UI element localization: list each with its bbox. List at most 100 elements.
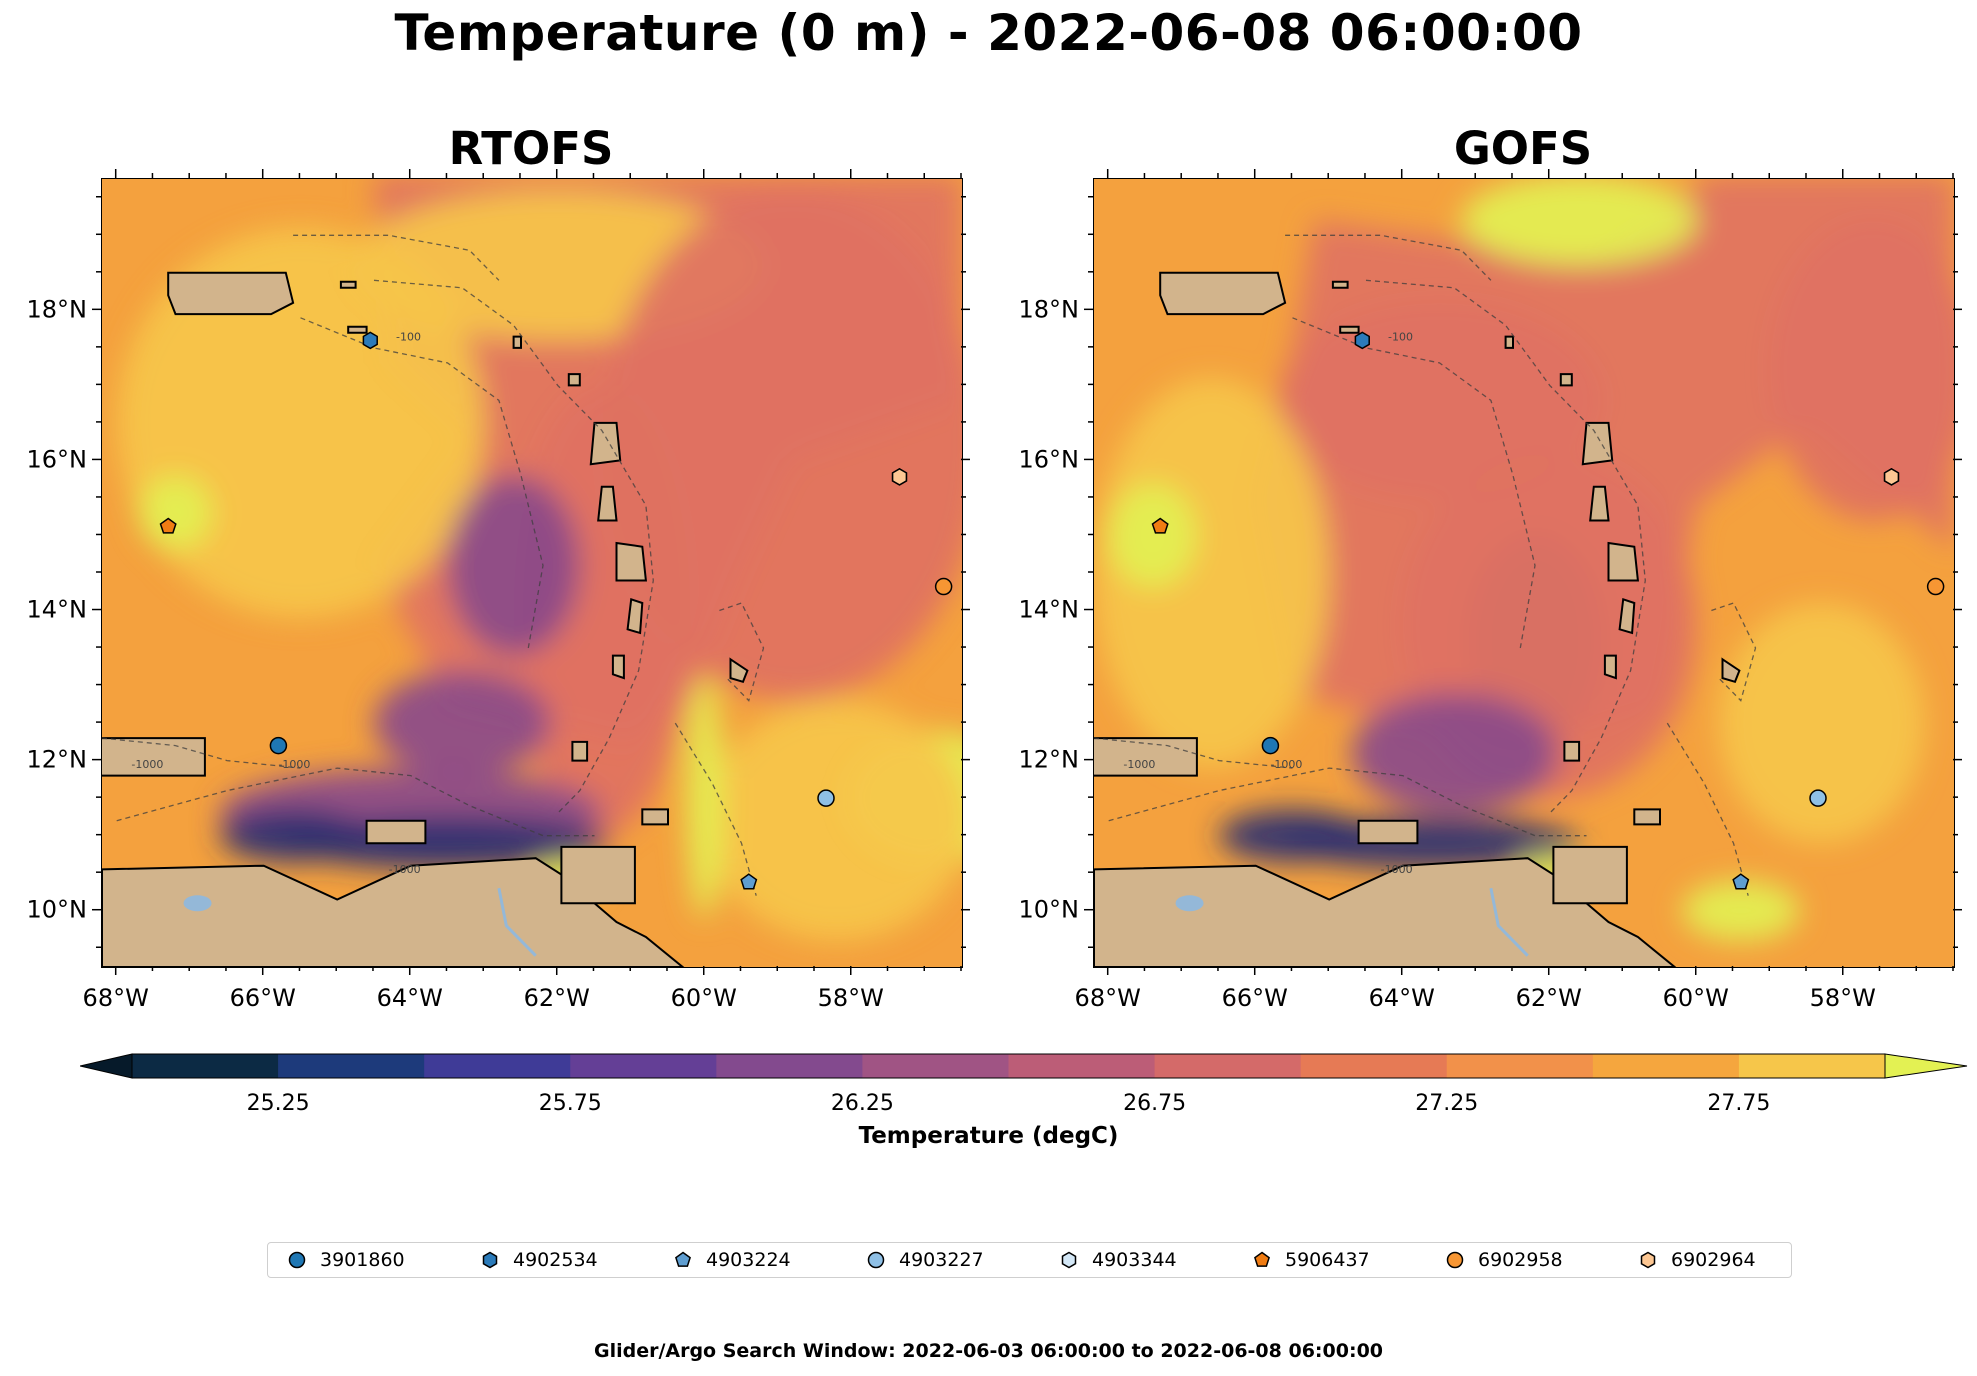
argo-float-markers <box>1151 331 1945 890</box>
field-blob-very_hot <box>686 678 724 919</box>
land <box>1331 280 1349 289</box>
hexagon-marker-icon <box>1061 1251 1077 1269</box>
depth-contour <box>116 767 595 837</box>
legend-entry-6902958: 6902958 <box>1444 1243 1563 1277</box>
colorbar-tick-label: 27.25 <box>1415 1091 1479 1116</box>
y-tick-label-rtofs: 10°N <box>27 896 88 924</box>
colorbar-segment <box>424 1054 571 1078</box>
temperature-map-gofs: -1000 -1000 -1000 -100 <box>1094 179 1954 967</box>
x-tick-label-rtofs: 62°W <box>524 984 590 1012</box>
x-tick-label-gofs: 60°W <box>1663 984 1729 1012</box>
land <box>167 271 295 316</box>
hexagon-marker-icon <box>482 1251 498 1269</box>
float-marker-4903227 <box>1809 789 1827 807</box>
land <box>729 657 749 684</box>
land <box>1607 541 1640 582</box>
colorbar-tick-label: 27.75 <box>1707 1091 1771 1116</box>
land <box>560 845 636 905</box>
depth-contour <box>1292 317 1536 649</box>
float-marker-3901860 <box>269 736 288 755</box>
field-blob-hot <box>1094 377 1330 769</box>
x-tick-label-rtofs: 64°W <box>377 984 443 1012</box>
depth-contour <box>674 722 757 896</box>
field-blob-hot <box>704 700 962 941</box>
float-legend: 3901860 4902534 4903224 4903227 4903344 59064… <box>267 1242 1792 1278</box>
depth-contour <box>293 234 500 281</box>
y-tick-label-rtofs: 16°N <box>27 445 88 473</box>
land <box>1603 654 1617 680</box>
depth-contour <box>719 602 765 702</box>
float-marker-6902964 <box>1883 468 1900 486</box>
land <box>339 280 357 289</box>
float-marker-6902964 <box>891 468 908 486</box>
float-marker-4903227 <box>817 789 835 807</box>
field-blob-hot <box>1718 603 1925 844</box>
colorbar-segment <box>278 1054 425 1078</box>
colorbar-title: Temperature (degC) <box>858 1123 1119 1149</box>
field-blob-cold <box>1218 809 1366 862</box>
float-marker-5906437 <box>159 517 177 534</box>
legend-entry-4902534: 4902534 <box>479 1243 598 1277</box>
colorbar-outline <box>131 1053 1886 1079</box>
land <box>1559 373 1573 387</box>
legend-entry-4903344: 4903344 <box>1058 1243 1177 1277</box>
lake <box>183 895 212 912</box>
land <box>571 740 589 762</box>
contour-label: -1000 <box>131 758 163 771</box>
temperature-field <box>116 179 962 941</box>
legend-label: 4902534 <box>513 1249 598 1271</box>
float-marker-6902958 <box>1926 577 1945 596</box>
land <box>365 819 427 845</box>
colorbar-segment <box>1446 1054 1594 1078</box>
contour-label: -100 <box>1388 330 1413 343</box>
depth-contour <box>1094 737 1293 769</box>
colorbar-tick-label: 25.75 <box>538 1091 602 1116</box>
land-masses <box>102 271 749 967</box>
x-tick-label-gofs: 62°W <box>1516 984 1582 1012</box>
contour-label: -1000 <box>1381 863 1413 876</box>
field-blob-cool <box>1351 693 1558 814</box>
land <box>1504 335 1514 349</box>
colorbar-tick-label: 26.25 <box>830 1091 894 1116</box>
colorbar-segment <box>1154 1054 1302 1078</box>
legend-label: 6902958 <box>1478 1249 1563 1271</box>
river <box>1489 887 1529 957</box>
legend-label: 4903227 <box>899 1249 984 1271</box>
field-blob-very_hot <box>1682 880 1800 941</box>
colorbar-tick-label: 25.25 <box>246 1091 310 1116</box>
depth-contour <box>1365 279 1646 814</box>
legend-marker <box>482 1251 498 1269</box>
field-blob-mid <box>1277 302 1602 498</box>
circle-marker-icon <box>1446 1251 1464 1269</box>
colorbar-segment <box>862 1054 1009 1078</box>
colorbar <box>80 1053 1968 1079</box>
y-tick-label-gofs: 14°N <box>1019 596 1080 624</box>
legend-entry-5906437: 5906437 <box>1251 1243 1370 1277</box>
land <box>102 737 206 777</box>
legend-marker <box>1640 1251 1656 1269</box>
depth-contour <box>1285 234 1492 281</box>
colorbar-tick-label: 26.75 <box>1123 1091 1187 1116</box>
x-tick-label-rtofs: 58°W <box>818 984 884 1012</box>
temperature-field <box>1094 179 1954 941</box>
bathymetry-contours <box>102 234 765 896</box>
float-marker-3901860 <box>1261 736 1280 755</box>
contour-label: -1000 <box>1270 758 1302 771</box>
field-blob-cool <box>447 475 580 656</box>
pentagon-marker-icon <box>675 1251 691 1267</box>
field-blob-very_hot <box>138 475 213 551</box>
x-tick-label-gofs: 68°W <box>1075 984 1141 1012</box>
y-tick-label-rtofs: 12°N <box>27 746 88 774</box>
land <box>641 808 669 826</box>
panel-title-gofs: GOFS <box>1453 122 1593 175</box>
colorbar-segment <box>1738 1054 1886 1078</box>
hexagon-marker-icon <box>1640 1251 1656 1269</box>
y-tick-label-gofs: 16°N <box>1019 445 1080 473</box>
land <box>1357 819 1419 845</box>
legend-marker <box>1446 1251 1464 1269</box>
legend-marker <box>1061 1251 1077 1269</box>
field-blob-mid <box>513 385 691 836</box>
float-marker-4902534 <box>362 331 378 350</box>
land <box>1618 597 1636 635</box>
